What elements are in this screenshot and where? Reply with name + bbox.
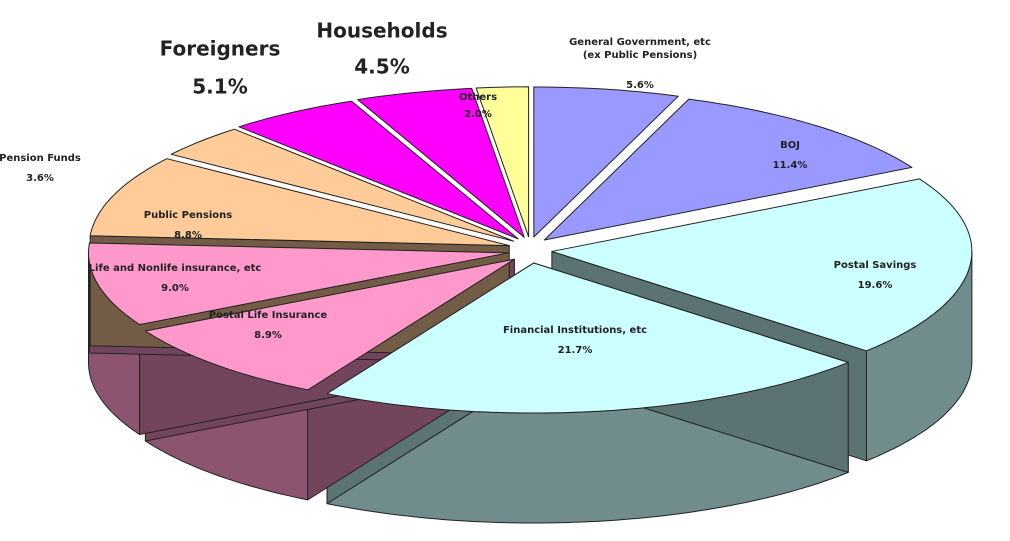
slice-label: BOJ [780,140,800,151]
value-label: 5.1% [192,75,247,99]
slice [543,98,913,241]
value-label: 8.8% [174,230,202,241]
value-label: 8.9% [254,330,282,341]
slice [357,87,525,238]
slice [170,128,515,242]
slice [326,262,849,414]
slice-label: Public Pensions [144,210,232,221]
slice-label: Others [459,92,497,103]
value-label: 4.5% [354,55,409,79]
slice-label: Households [316,19,447,43]
slice [144,258,515,391]
slice [475,86,530,238]
value-label: 11.4% [773,160,808,171]
value-label: 21.7% [558,345,593,356]
slice-label: Postal Savings [834,260,917,271]
value-label: 3.6% [26,173,54,184]
slice [533,86,679,238]
slice [238,100,519,240]
slice [88,242,510,326]
value-label: 9.0% [161,283,189,294]
value-label: 19.6% [858,280,893,291]
slice-label: Life and Nonlife insurance, etc [89,263,262,274]
slice-label: Financial Institutions, etc [503,325,647,336]
value-label: 2.0% [464,109,492,120]
slice [551,178,973,352]
slice-label: Postal Life Insurance [209,310,328,321]
slice-label: General Government, etc (ex Public Pensio… [569,37,711,61]
slice [89,158,510,247]
slice-label: Pension Funds [0,153,81,164]
value-label: 5.6% [626,80,654,91]
slice-label: Foreigners [160,37,281,61]
